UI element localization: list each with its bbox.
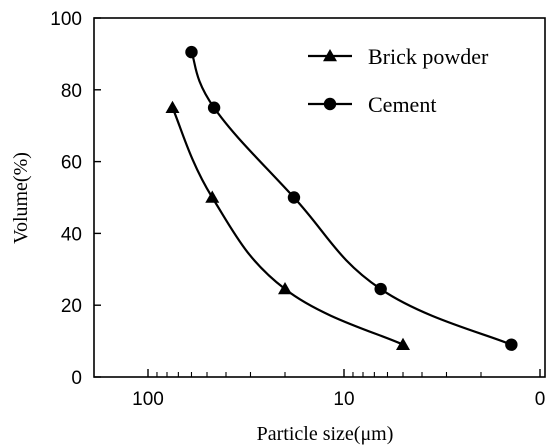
x-tick-label: 10 (333, 389, 354, 410)
legend-item-cement: Cement (308, 92, 436, 117)
y-tick-label: 60 (61, 153, 82, 174)
x-axis: 100 10 0 (132, 369, 545, 410)
data-point-cement (207, 101, 221, 114)
data-point-brick-powder (165, 100, 180, 113)
data-point-cement (287, 191, 301, 204)
data-point-cement (505, 338, 518, 351)
data-point-brick-powder (277, 282, 292, 295)
x-axis-title: Particle size(μm) (257, 423, 394, 445)
y-axis-title: Volume(%) (10, 152, 32, 244)
legend-marker-cement (323, 97, 337, 111)
data-point-cement (374, 282, 387, 296)
data-point-brick-powder (205, 190, 220, 203)
series-cement (185, 45, 518, 351)
y-tick-label: 80 (61, 81, 82, 102)
plot-area (93, 17, 546, 378)
legend-label-brick-powder: Brick powder (368, 44, 489, 69)
data-point-brick-powder (396, 337, 411, 350)
data-series (165, 45, 518, 351)
series-brick-powder (165, 100, 411, 350)
x-tick-label: 100 (132, 389, 164, 410)
y-tick-label: 100 (50, 9, 82, 30)
series-line-brick-powder (171, 107, 404, 346)
x-tick-label: 0 (535, 389, 546, 410)
legend-marker-brick-powder (323, 49, 337, 62)
series-line-cement (190, 51, 512, 346)
legend: Brick powder Cement (308, 44, 489, 117)
data-point-cement (185, 45, 198, 59)
legend-item-brick-powder: Brick powder (308, 44, 489, 69)
y-axis: 0 20 40 60 80 100 (50, 9, 101, 389)
legend-label-cement: Cement (368, 92, 436, 117)
y-tick-label: 0 (71, 368, 82, 389)
y-tick-label: 40 (61, 224, 82, 245)
y-tick-label: 20 (61, 296, 82, 317)
plot-border (93, 17, 546, 378)
